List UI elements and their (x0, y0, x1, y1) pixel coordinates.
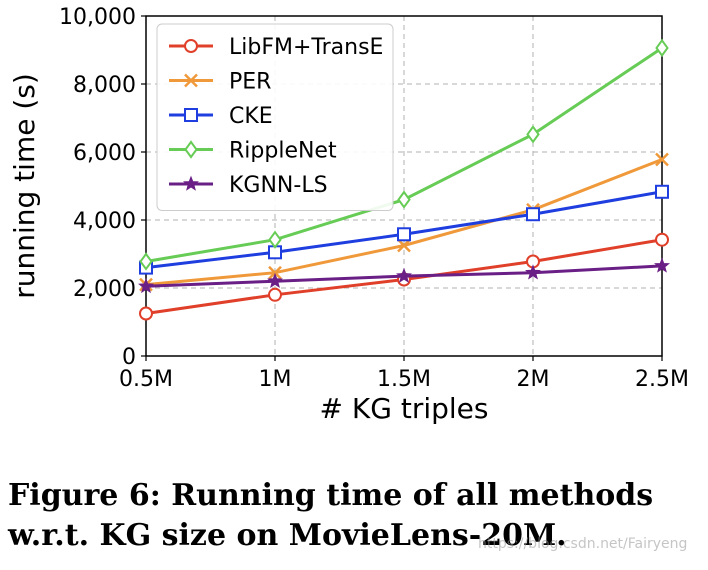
legend-box (156, 23, 394, 211)
caption-line-1: Figure 6: Running time of all methods (8, 478, 654, 513)
legend-label-ripplenet: RippleNet (229, 139, 337, 164)
data-point-kgnn-ls (525, 264, 541, 280)
legend-marker-ripplenet (184, 140, 198, 159)
data-point-ripplenet (268, 230, 282, 249)
data-point-ripplenet (139, 252, 153, 271)
y-tick-label: 0 (122, 345, 136, 370)
series-kgnn-ls (138, 257, 670, 294)
data-point-cke (655, 184, 669, 199)
figure-caption: Figure 6: Running time of all methods w.… (8, 476, 703, 556)
legend-marker-per (184, 73, 198, 88)
legend-label-per: PER (229, 70, 271, 95)
x-tick-label: 2.5M (635, 367, 689, 392)
data-point-kgnn-ls (138, 277, 154, 294)
data-point-per (397, 238, 411, 253)
data-point-per (655, 152, 669, 167)
data-point-ripplenet (526, 125, 540, 144)
y-axis-label: running time (s) (8, 73, 41, 299)
y-tick-label: 8,000 (73, 73, 136, 98)
legend-marker-cke (184, 108, 198, 122)
caption-line-2: w.r.t. KG size on MovieLens-20M. (8, 518, 567, 553)
data-point-cke (526, 207, 540, 222)
series-cke (139, 184, 669, 275)
x-axis-label: # KG triples (320, 392, 489, 425)
legend-label-libfm-transe: LibFM+TransE (229, 35, 383, 60)
x-tick-label: 0.5M (119, 367, 173, 392)
y-tick-label: 6,000 (73, 141, 136, 166)
series-group (138, 38, 670, 321)
legend-label-cke: CKE (229, 104, 273, 129)
y-tick-label: 2,000 (73, 277, 136, 302)
data-point-kgnn-ls (654, 257, 670, 273)
y-tick-label: 4,000 (73, 209, 136, 234)
x-tick-label: 1.5M (377, 367, 431, 392)
legend-marker-libfm-transe (184, 39, 198, 53)
data-point-per (268, 265, 282, 280)
legend: LibFM+TransE PER CKE RippleNet KGNN-LS (156, 23, 394, 211)
y-tick-label: 10,000 (59, 5, 136, 30)
legend-marker-kgnn-ls (183, 175, 199, 191)
x-tick-label: 1M (259, 367, 292, 392)
data-point-kgnn-ls (267, 272, 283, 288)
data-point-kgnn-ls (396, 267, 412, 283)
watermark: https://blog.csdn.net/Fairyeng (478, 536, 688, 552)
tick-labels: 0 2,000 4,000 6,000 8,000 10,000 0.5M 1M 1.5M 2M 2… (59, 5, 689, 392)
legend-label-kgnn-ls: KGNN-LS (229, 173, 328, 198)
x-tick-label: 2M (517, 367, 550, 392)
data-point-ripplenet (655, 38, 669, 58)
line-chart: 0 2,000 4,000 6,000 8,000 10,000 0.5M 1M 1.5M 2M 2… (8, 5, 689, 425)
data-point-libfm-transe (655, 232, 669, 247)
series-ripplenet (139, 38, 669, 271)
data-point-libfm-transe (139, 306, 153, 321)
data-point-cke (397, 227, 411, 242)
data-point-libfm-transe (268, 287, 282, 302)
data-point-ripplenet (397, 190, 411, 209)
